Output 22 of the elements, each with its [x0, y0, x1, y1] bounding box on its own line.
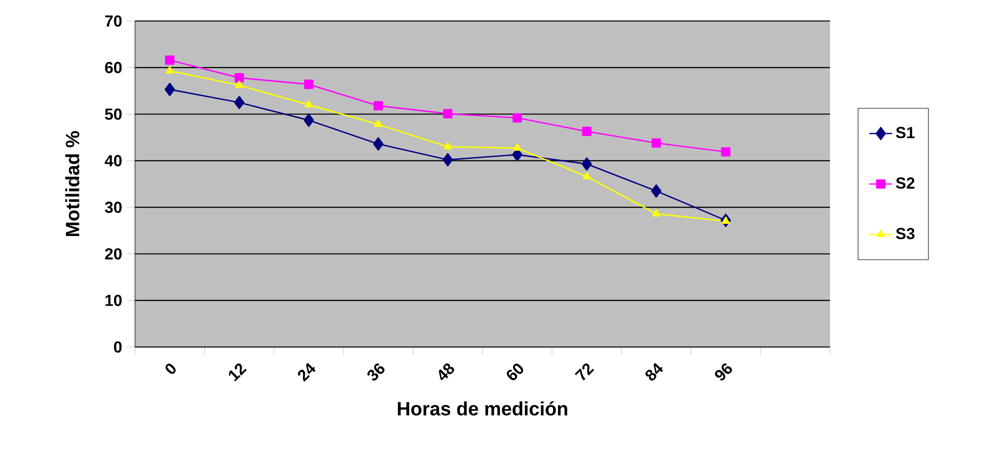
legend-label: S2 — [896, 177, 914, 189]
x-tick-label: 60 — [506, 364, 524, 380]
x-tick-label: 96 — [714, 364, 732, 380]
y-axis-title: Motilidad % — [65, 131, 80, 236]
x-tick-label: 48 — [438, 363, 454, 380]
x-tick-label: 12 — [228, 363, 247, 382]
x-tick-label: 84 — [645, 362, 664, 381]
y-tick-label: 40 — [104, 155, 122, 166]
y-tick-label: 10 — [106, 294, 122, 306]
legend-label: S1 — [896, 126, 915, 138]
x-tick-label: 24 — [298, 362, 316, 382]
x-tick-label: 36 — [367, 364, 384, 381]
y-tick-label: 50 — [105, 108, 122, 120]
y-tick-label: 0 — [114, 341, 122, 353]
legend-label: S3 — [896, 228, 914, 240]
x-axis-title: Horas de medición — [398, 401, 568, 416]
y-tick-label: 20 — [105, 248, 122, 260]
y-tick-label: 70 — [105, 15, 122, 27]
x-tick-label: 72 — [574, 363, 594, 381]
x-tick-label: 0 — [165, 364, 176, 374]
y-tick-label: 60 — [105, 62, 122, 74]
y-tick-label: 30 — [104, 202, 122, 213]
